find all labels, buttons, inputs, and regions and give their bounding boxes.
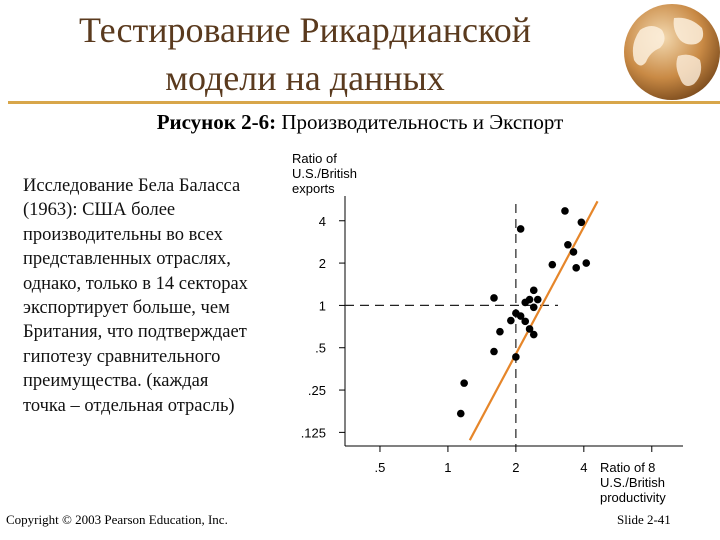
x-tick-label: 4	[580, 460, 587, 475]
chart-marks: 4 2 1 .5 .25 .125 .5 1 2 4 8	[301, 196, 683, 475]
x-tick-label: 8	[648, 460, 655, 475]
slide-number: Slide 2-41	[617, 512, 671, 527]
x-tick-label: 2	[512, 460, 519, 475]
x-tick-label: .5	[375, 460, 386, 475]
figure-caption: Рисунок 2-6: Производительность и Экспор…	[0, 110, 720, 135]
body-line: (1963): США более	[23, 200, 176, 221]
body-text: Исследование Бела Баласса (1963): США бо…	[23, 174, 283, 418]
body-line: Исследование Бела Баласса	[23, 176, 241, 196]
x-axis-label-line: U.S./British	[600, 475, 665, 490]
trend-line	[468, 200, 599, 441]
body-line: представленных отраслях,	[23, 249, 231, 270]
copyright-notice: Copyright © 2003 Pearson Education, Inc.	[6, 512, 228, 527]
y-tick-label: .25	[308, 383, 326, 398]
data-point	[533, 295, 542, 304]
data-point	[516, 225, 525, 233]
data-point	[572, 264, 580, 272]
y-axis-label-line: exports	[292, 181, 335, 196]
data-point	[490, 294, 498, 302]
y-tick-label: .5	[315, 341, 326, 356]
globe-logo	[624, 4, 720, 100]
data-point	[507, 316, 515, 325]
data-point	[569, 248, 578, 256]
body-line: экспортирует больше, чем	[23, 298, 230, 319]
y-tick-label: .125	[301, 425, 326, 440]
data-point	[496, 327, 504, 336]
data-point	[582, 259, 591, 267]
data-point	[529, 286, 538, 295]
body-line: точка – отдельная отрасль)	[23, 395, 235, 416]
y-axis-label-line: Ratio of	[292, 151, 337, 166]
data-point	[516, 312, 525, 320]
y-tick-label: 2	[319, 256, 326, 271]
y-tick-label: 4	[319, 214, 326, 229]
data-point	[460, 379, 468, 387]
body-line: производительны во всех	[23, 224, 223, 245]
body-line: однако, только в 14 секторах	[23, 273, 248, 294]
data-point	[564, 240, 572, 249]
body-line: преимущества. (каждая	[23, 371, 209, 392]
data-point	[577, 218, 586, 227]
x-axis-label-line: productivity	[600, 490, 666, 505]
figure-label: Рисунок 2-6:	[156, 110, 277, 134]
title-divider	[8, 101, 720, 104]
data-point	[521, 317, 530, 326]
data-point	[561, 207, 569, 215]
data-point	[521, 298, 530, 307]
data-point	[529, 303, 538, 312]
data-point	[529, 330, 538, 339]
data-point	[548, 260, 557, 269]
y-axis-label-line: U.S./British	[292, 166, 357, 181]
x-tick-label: 1	[444, 460, 451, 475]
data-point	[456, 409, 465, 418]
slide-title: Тестирование Рикардианской модели на дан…	[20, 6, 590, 102]
figure-caption-text: Производительность и Экспорт	[281, 110, 564, 134]
x-axis-label-line: Ratio of	[600, 460, 645, 475]
body-line: Британия, что подтверждает	[23, 322, 247, 343]
data-point	[490, 347, 498, 356]
title-line-2: модели на данных	[165, 58, 445, 98]
y-tick-label: 1	[319, 298, 326, 313]
data-point	[512, 353, 520, 361]
data-point	[525, 325, 534, 333]
title-line-1: Тестирование Рикардианской	[79, 10, 531, 50]
body-line: гипотезу сравнительного	[23, 346, 221, 367]
